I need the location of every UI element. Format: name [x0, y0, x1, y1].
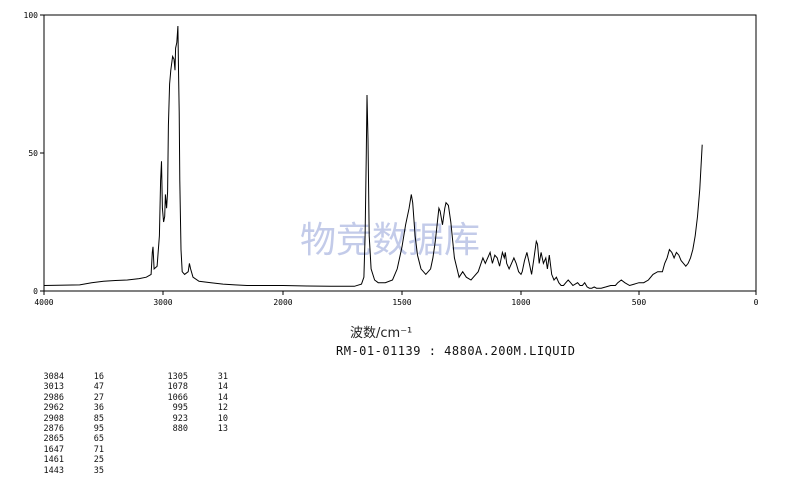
x-tick-label: 1000	[511, 298, 530, 307]
peak-intensity: 95	[93, 424, 104, 435]
peak-table-row: 2865 65	[22, 434, 104, 444]
peak-wavenumber: 995	[172, 403, 188, 414]
peak-table-row: 1647 71	[22, 445, 104, 455]
peak-intensity: 10	[217, 413, 228, 424]
peak-wavenumber: 2986	[43, 392, 64, 403]
peak-intensity: 35	[93, 465, 104, 476]
peak-wavenumber: 2962	[43, 403, 64, 414]
sample-caption: RM-01-01139 : 4880A.200M.LIQUID	[336, 344, 576, 358]
peak-wavenumber: 2865	[43, 434, 64, 445]
peak-intensity: 27	[93, 392, 104, 403]
peak-intensity: 25	[93, 455, 104, 466]
peak-table-row: 2908 85	[22, 414, 104, 424]
peak-wavenumber: 923	[172, 413, 188, 424]
axis-tick-labels: 4000 3000 2000 1500 1000 500 0 0 50 100	[24, 11, 759, 307]
peak-table-row: 1066 14	[146, 393, 228, 403]
peak-intensity: 16	[93, 372, 104, 382]
x-axis-label: 波数/cm⁻¹	[350, 326, 413, 341]
y-tick-label: 100	[24, 11, 39, 20]
peak-table-row: 2986 27	[22, 393, 104, 403]
peak-table-column-1: 3084 16 3013 47 2986 27 2962 36 2908 85 2876 95 2865…	[22, 372, 104, 476]
peak-intensity: 71	[93, 444, 104, 455]
axis-ticks	[40, 14, 757, 295]
y-tick-label: 0	[33, 287, 38, 296]
peak-wavenumber: 2876	[43, 424, 64, 435]
x-tick-label: 2000	[273, 298, 292, 307]
x-tick-label: 0	[754, 298, 759, 307]
peak-table-row: 923 10	[146, 414, 228, 424]
x-tick-label: 3000	[153, 298, 172, 307]
peak-wavenumber: 1461	[43, 455, 64, 466]
peak-intensity: 47	[93, 382, 104, 393]
peak-table-column-2: 1305 31 1078 14 1066 14 995 12 923 10 880 13	[146, 372, 228, 434]
y-tick-label: 50	[28, 149, 38, 158]
peak-wavenumber: 1066	[167, 392, 188, 403]
peak-intensity: 36	[93, 403, 104, 414]
peak-intensity: 31	[217, 372, 228, 382]
peak-intensity: 13	[217, 424, 228, 435]
spectrum-series-line	[43, 25, 703, 289]
peak-intensity: 65	[93, 434, 104, 445]
peak-table-row: 1305 31	[146, 372, 228, 382]
peak-wavenumber: 1443	[43, 465, 64, 476]
peak-wavenumber: 880	[172, 424, 188, 435]
peak-intensity: 14	[217, 392, 228, 403]
peak-wavenumber: 1305	[167, 372, 188, 382]
peak-table-row: 1461 25	[22, 455, 104, 465]
x-tick-label: 1500	[392, 298, 411, 307]
peak-wavenumber: 1078	[167, 382, 188, 393]
x-tick-label: 500	[632, 298, 647, 307]
peak-wavenumber: 3084	[43, 372, 64, 382]
peak-table-row: 2876 95	[22, 424, 104, 434]
peak-table-row: 1443 35	[22, 466, 104, 476]
x-tick-label: 4000	[34, 298, 53, 307]
peak-wavenumber: 1647	[43, 444, 64, 455]
peak-table-row: 3013 47	[22, 382, 104, 392]
peak-table-row: 2962 36	[22, 403, 104, 413]
peak-table-row: 880 13	[146, 424, 228, 434]
peak-table-row: 1078 14	[146, 382, 228, 392]
peak-wavenumber: 2908	[43, 413, 64, 424]
peak-table-row: 995 12	[146, 403, 228, 413]
peak-intensity: 12	[217, 403, 228, 414]
watermark-text: 物竞数据库	[300, 220, 480, 261]
peak-table-row: 3084 16	[22, 372, 104, 382]
peak-wavenumber: 3013	[43, 382, 64, 393]
peak-intensity: 85	[93, 413, 104, 424]
peak-intensity: 14	[217, 382, 228, 393]
